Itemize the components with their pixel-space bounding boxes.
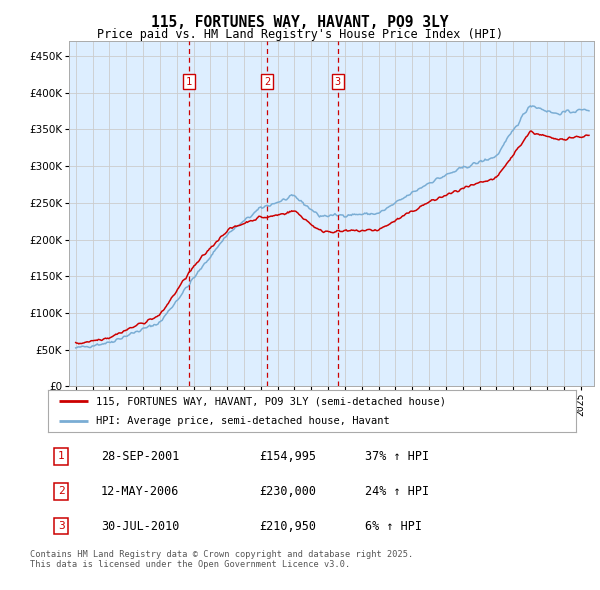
Text: 28-SEP-2001: 28-SEP-2001 <box>101 450 179 463</box>
Text: 1: 1 <box>186 77 192 87</box>
Text: 2: 2 <box>58 486 65 496</box>
Text: 37% ↑ HPI: 37% ↑ HPI <box>365 450 429 463</box>
Text: 2: 2 <box>264 77 270 87</box>
Text: HPI: Average price, semi-detached house, Havant: HPI: Average price, semi-detached house,… <box>95 416 389 426</box>
Text: Price paid vs. HM Land Registry's House Price Index (HPI): Price paid vs. HM Land Registry's House … <box>97 28 503 41</box>
Text: 6% ↑ HPI: 6% ↑ HPI <box>365 520 422 533</box>
Text: 12-MAY-2006: 12-MAY-2006 <box>101 484 179 498</box>
Text: £230,000: £230,000 <box>259 484 316 498</box>
Text: 115, FORTUNES WAY, HAVANT, PO9 3LY (semi-detached house): 115, FORTUNES WAY, HAVANT, PO9 3LY (semi… <box>95 396 446 407</box>
Text: £210,950: £210,950 <box>259 520 316 533</box>
Text: 30-JUL-2010: 30-JUL-2010 <box>101 520 179 533</box>
Text: 1: 1 <box>58 451 65 461</box>
Text: Contains HM Land Registry data © Crown copyright and database right 2025.
This d: Contains HM Land Registry data © Crown c… <box>30 550 413 569</box>
Text: £154,995: £154,995 <box>259 450 316 463</box>
Text: 24% ↑ HPI: 24% ↑ HPI <box>365 484 429 498</box>
Text: 3: 3 <box>335 77 341 87</box>
Text: 3: 3 <box>58 521 65 531</box>
Text: 115, FORTUNES WAY, HAVANT, PO9 3LY: 115, FORTUNES WAY, HAVANT, PO9 3LY <box>151 15 449 30</box>
